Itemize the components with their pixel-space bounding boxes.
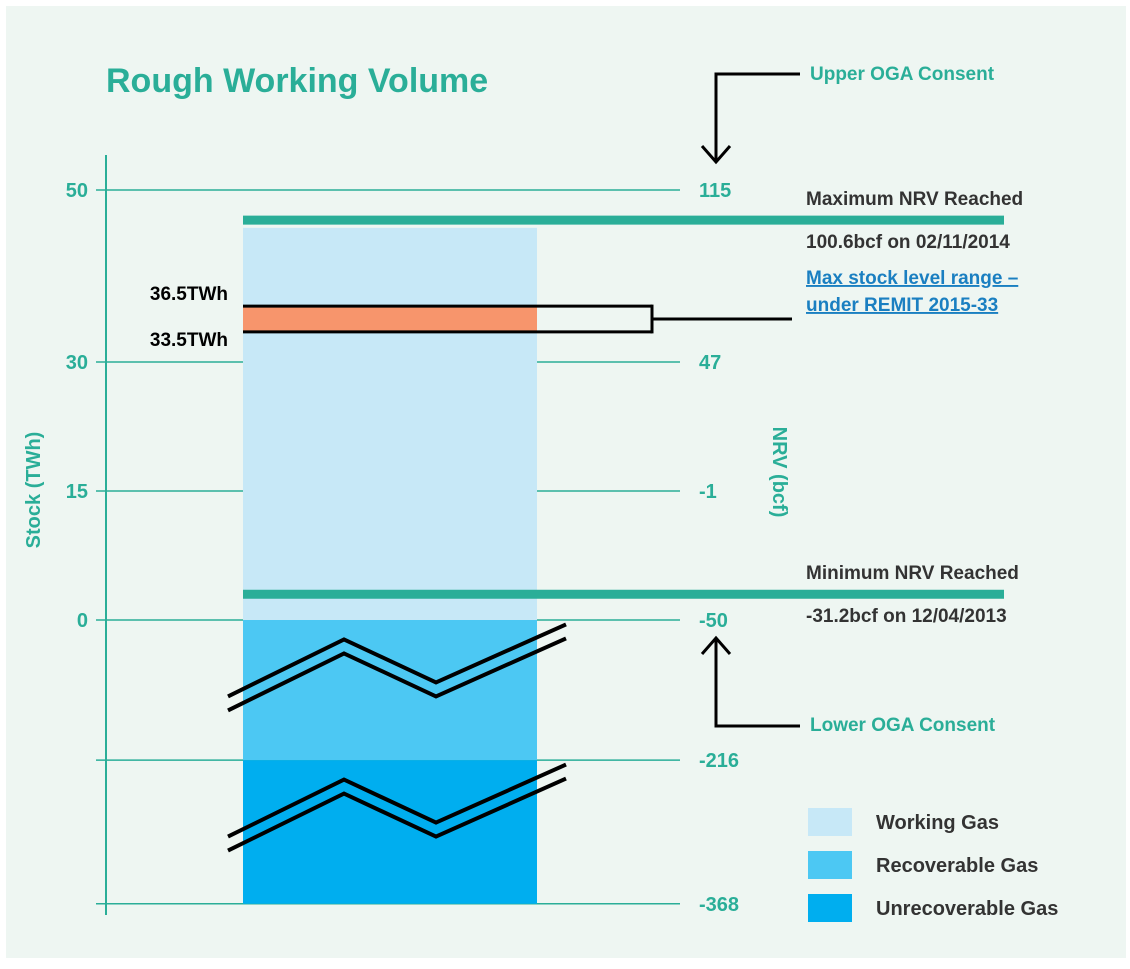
upper-consent-connector: [714, 72, 800, 160]
min-nrv-title: Minimum NRV Reached: [806, 563, 1019, 584]
left-tick-label: 50: [66, 180, 88, 202]
right-tick-label: -368: [699, 894, 739, 916]
bar-segment: [243, 227, 537, 620]
bar-segment: [243, 620, 537, 761]
right-tick-label: -1: [699, 481, 717, 503]
chart-title: Rough Working Volume: [106, 62, 488, 100]
min-nrv-detail: -31.2bcf on 12/04/2013: [806, 606, 1007, 627]
max-stock-band: [243, 306, 537, 332]
max-nrv-title: Maximum NRV Reached: [806, 189, 1023, 210]
legend-label: Recoverable Gas: [876, 855, 1038, 877]
stock-low-label: 33.5TWh: [150, 330, 228, 351]
right-axis-title: NRV (bcf): [768, 427, 790, 518]
axis-breaks: [227, 622, 567, 853]
max-nrv-detail: 100.6bcf on 02/11/2014: [806, 232, 1010, 253]
right-tick-label: -50: [699, 610, 728, 632]
stock-high-label: 36.5TWh: [150, 284, 228, 305]
stock-bar: [243, 227, 537, 904]
lower-consent-connector: [714, 640, 800, 728]
right-tick-label: 115: [699, 180, 731, 202]
right-tick-label: -216: [699, 750, 739, 772]
legend-label: Unrecoverable Gas: [876, 898, 1058, 920]
left-tick-labels: 50 30 15 0: [66, 180, 88, 632]
chart-background: [6, 6, 1126, 958]
upper-consent-label: Upper OGA Consent: [810, 64, 995, 85]
legend-swatch: [808, 894, 852, 922]
axis-break-line: [227, 622, 567, 699]
axis-break-line: [227, 762, 567, 839]
right-tick-labels: 115 47 -1 -50 -216 -368: [699, 180, 739, 916]
left-tick-label: 30: [66, 352, 88, 374]
axis-break-line: [227, 776, 567, 853]
right-tick-label: 47: [699, 352, 721, 374]
legend-swatch: [808, 808, 852, 836]
left-tick-label: 0: [77, 610, 88, 632]
left-axis-title: Stock (TWh): [23, 432, 45, 549]
stock-range-annotation-line-1[interactable]: Max stock level range –: [806, 268, 1018, 289]
legend-label: Working Gas: [876, 812, 999, 834]
legend-swatch: [808, 851, 852, 879]
upper-consent-arrow-icon: [700, 145, 732, 165]
left-tick-label: 15: [66, 481, 88, 503]
legend: Working Gas Recoverable Gas Unrecoverable …: [808, 808, 1058, 922]
axis-break-line: [227, 636, 567, 713]
stock-range-annotation-line-2[interactable]: under REMIT 2015-33: [806, 295, 998, 316]
bar-segment: [243, 760, 537, 904]
lower-consent-label: Lower OGA Consent: [810, 715, 996, 736]
lower-consent-arrow-icon: [700, 635, 732, 655]
